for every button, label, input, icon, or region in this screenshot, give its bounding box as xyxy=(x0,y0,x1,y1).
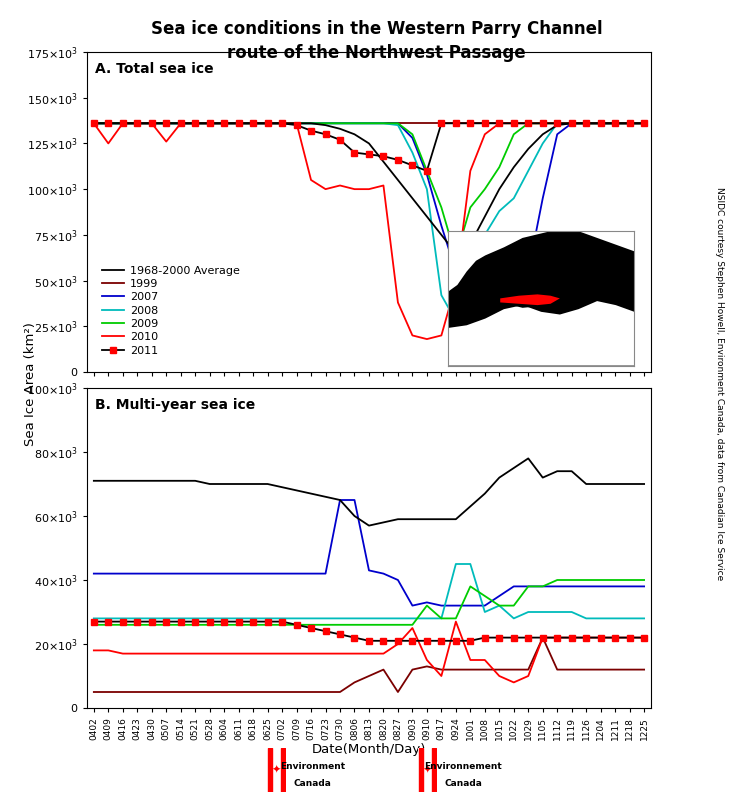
Legend: 1968-2000 Average, 1999, 2007, 2008, 2009, 2010, 2011: 1968-2000 Average, 1999, 2007, 2008, 200… xyxy=(98,261,244,360)
Text: NSIDC courtesy Stephen Howell, Environment Canada, data from Canadian Ice Servic: NSIDC courtesy Stephen Howell, Environme… xyxy=(715,187,724,581)
Text: Environnement: Environnement xyxy=(424,762,502,771)
X-axis label: Date(Month/Day): Date(Month/Day) xyxy=(312,743,426,756)
Text: ✦: ✦ xyxy=(272,765,282,775)
Text: Canada: Canada xyxy=(294,779,331,789)
Text: Sea ice conditions in the Western Parry Channel
route of the Northwest Passage: Sea ice conditions in the Western Parry … xyxy=(151,20,602,62)
Text: Canada: Canada xyxy=(444,779,482,789)
Text: A. Total sea ice: A. Total sea ice xyxy=(95,62,214,76)
Bar xyxy=(419,748,423,792)
Bar xyxy=(281,748,285,792)
Bar xyxy=(268,748,273,792)
Text: ✦: ✦ xyxy=(422,765,432,775)
Text: Sea Ice Area (km²): Sea Ice Area (km²) xyxy=(23,322,37,446)
Text: Environment: Environment xyxy=(280,762,345,771)
Bar xyxy=(431,748,436,792)
Text: B. Multi-year sea ice: B. Multi-year sea ice xyxy=(95,398,255,412)
